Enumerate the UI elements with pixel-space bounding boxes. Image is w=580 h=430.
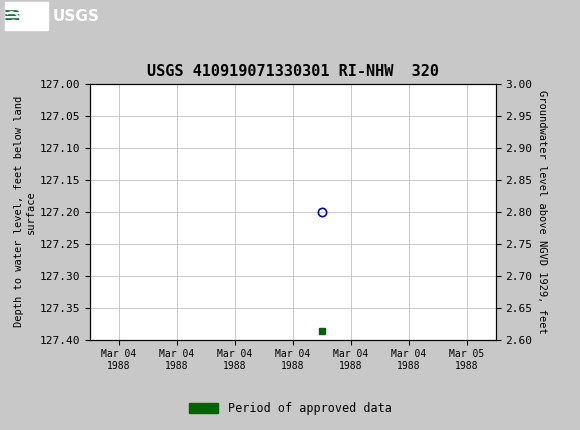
Y-axis label: Groundwater level above NGVD 1929, feet: Groundwater level above NGVD 1929, feet — [536, 90, 547, 334]
Y-axis label: Depth to water level, feet below land
surface: Depth to water level, feet below land su… — [14, 96, 35, 327]
Bar — [5, 2, 48, 30]
Text: ≡: ≡ — [3, 6, 21, 26]
Title: USGS 410919071330301 RI-NHW  320: USGS 410919071330301 RI-NHW 320 — [147, 64, 439, 79]
Legend: Period of approved data: Period of approved data — [184, 397, 396, 420]
Text: USGS: USGS — [52, 9, 99, 24]
